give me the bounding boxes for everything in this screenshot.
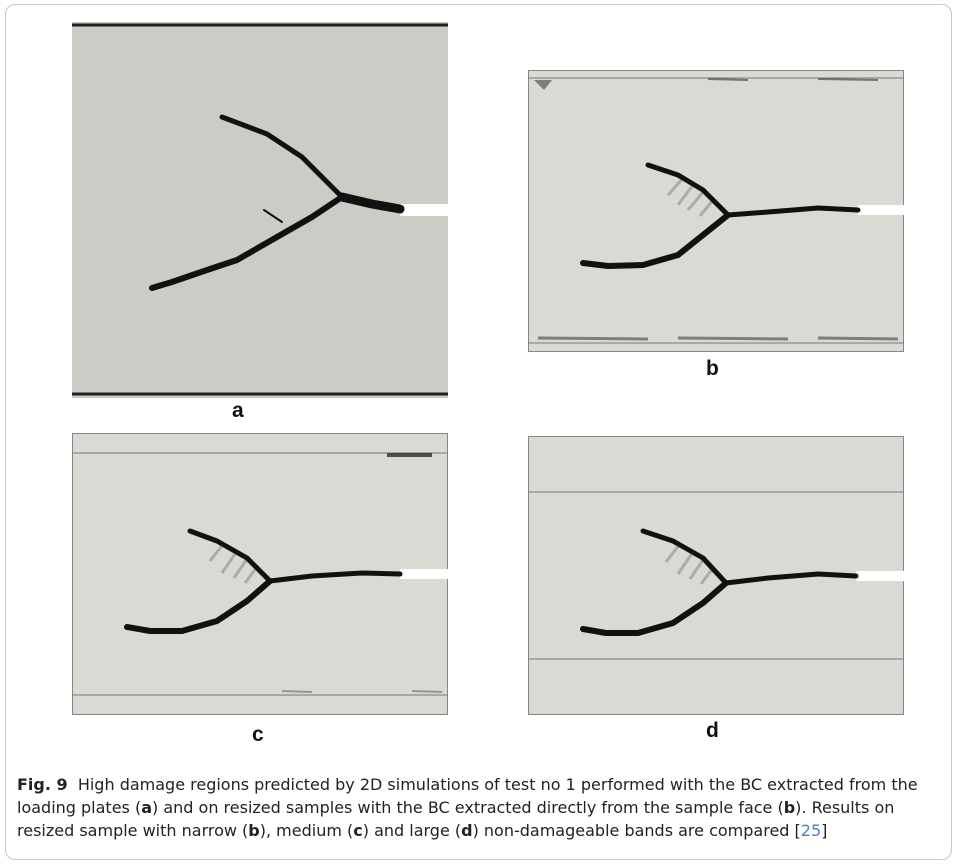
figure-caption: Fig. 9 High damage regions predicted by … [17, 773, 947, 842]
caption-ref-c: c [353, 821, 363, 840]
crack-path-c [124, 528, 403, 634]
panel-b: b [528, 70, 904, 380]
caption-text-3: ). Results on resized sample with narrow… [17, 798, 895, 840]
caption-ref-d: d [461, 821, 473, 840]
crack-path-a [149, 114, 405, 291]
panel-c: c [72, 433, 448, 746]
panel-b-label: b [706, 357, 719, 380]
crack-path-b [580, 162, 861, 269]
figure-number: Fig. 9 [17, 775, 68, 794]
panel-b-image [528, 70, 904, 352]
caption-text-1: High damage regions predicted by 2D simu… [17, 775, 918, 817]
citation-link[interactable]: 25 [800, 821, 822, 840]
caption-text-6: ) non-damageable bands are compared [ [472, 821, 801, 840]
panel-d: d [528, 436, 904, 742]
caption-ref-a: a [141, 798, 153, 817]
caption-text-7: ] [821, 821, 828, 840]
panel-a-label: a [232, 399, 244, 422]
panel-a-image [72, 22, 448, 398]
panel-c-image [72, 433, 448, 715]
panel-d-label: d [706, 719, 719, 742]
caption-ref-b1: b [783, 798, 796, 817]
caption-text-5: ) and large ( [362, 821, 462, 840]
panel-d-image [528, 436, 904, 715]
caption-text-2: ) and on resized samples with the BC ext… [152, 798, 784, 817]
caption-text-4: ), medium ( [259, 821, 354, 840]
crack-path-d [580, 528, 859, 636]
panel-a: a [72, 22, 448, 422]
panel-c-label: c [252, 723, 264, 746]
figure-frame [5, 4, 952, 860]
caption-ref-b2: b [248, 821, 260, 840]
